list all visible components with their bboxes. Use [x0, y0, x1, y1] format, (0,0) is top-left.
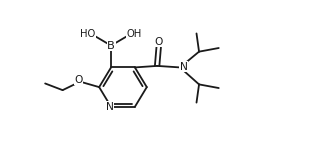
Text: B: B [107, 41, 115, 51]
Text: HO: HO [80, 29, 95, 39]
Text: O: O [154, 37, 163, 47]
Text: N: N [180, 62, 188, 72]
Text: N: N [106, 102, 114, 112]
Text: OH: OH [127, 29, 142, 39]
Text: O: O [74, 75, 83, 84]
